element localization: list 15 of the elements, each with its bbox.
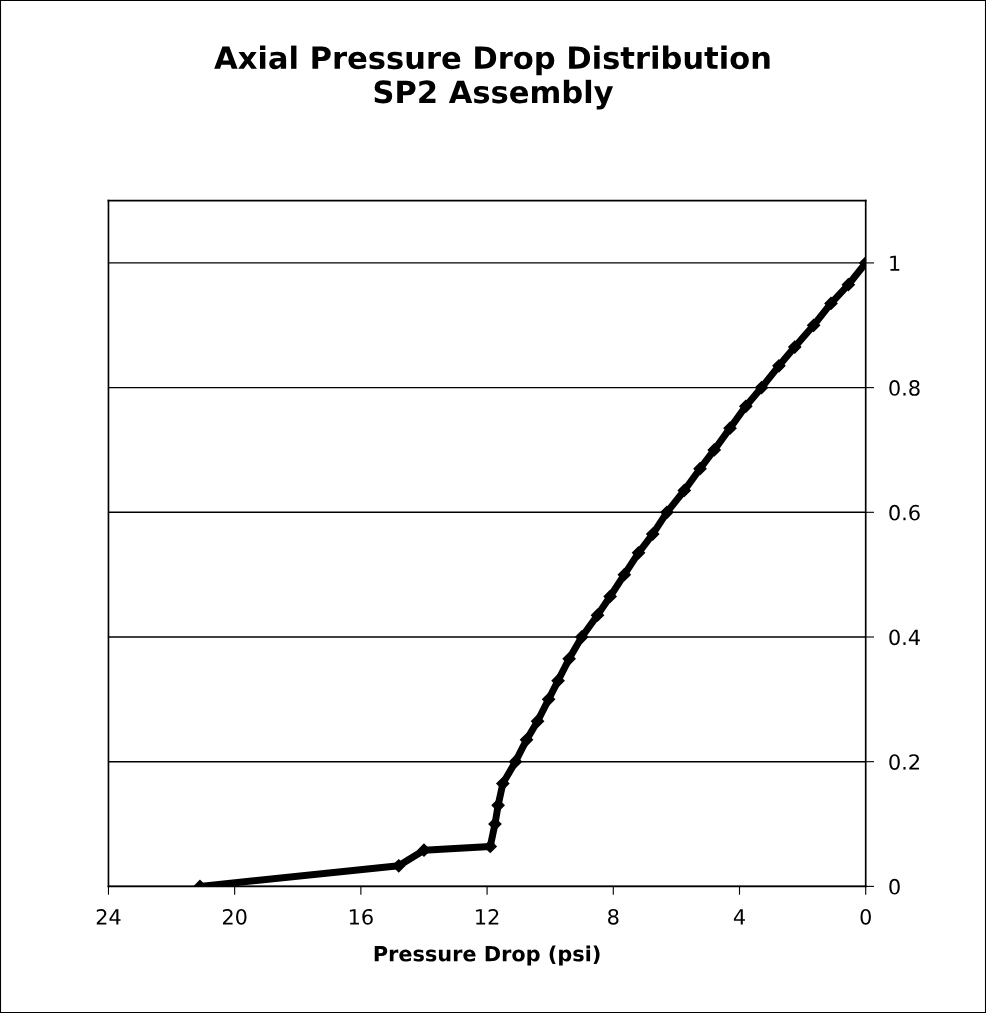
x-tick-label: 20 — [222, 908, 247, 925]
y-tick-label: 1 — [890, 255, 900, 271]
y-tick-label: 0.6 — [889, 504, 920, 521]
chart-title: Axial Pressure Drop Distribution SP2 Assembly — [214, 45, 770, 110]
x-tick-label: 24 — [96, 908, 121, 925]
x-tick-label: 4 — [733, 909, 745, 925]
x-tick-label: 16 — [349, 908, 373, 925]
x-tick-label: 12 — [476, 908, 499, 925]
y-tick-label: 0 — [889, 878, 900, 895]
x-axis-title: Pressure Drop (psi) — [374, 945, 600, 966]
y-tick-label: 0.2 — [889, 754, 919, 770]
x-tick-label: 0 — [860, 908, 871, 925]
x-tick-label: 8 — [608, 908, 619, 925]
y-tick-label: 0.4 — [889, 629, 920, 646]
y-tick-label: 0.8 — [889, 380, 920, 396]
